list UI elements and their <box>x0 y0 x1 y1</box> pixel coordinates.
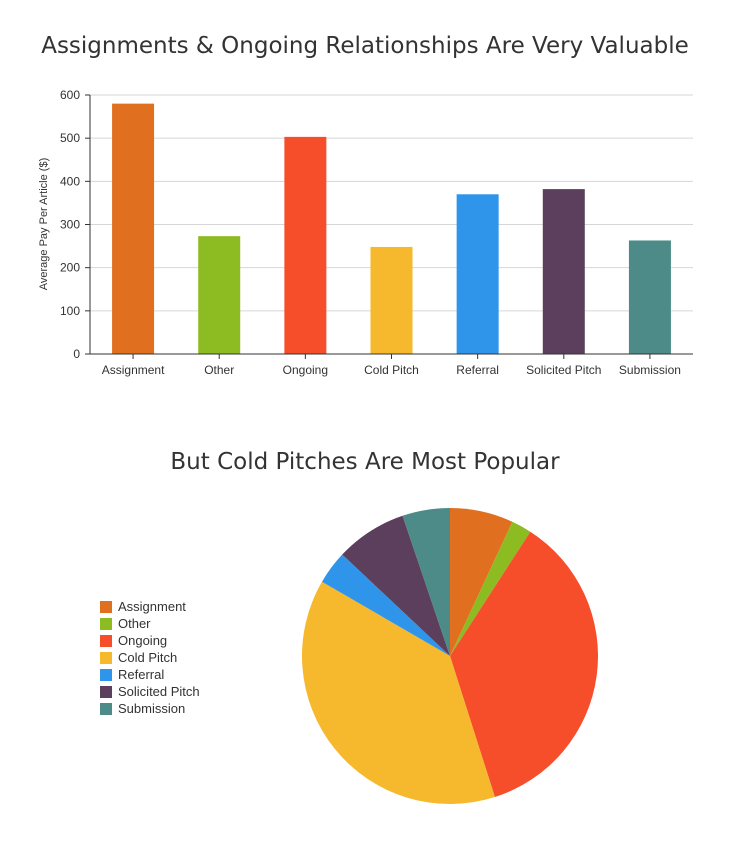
pie-slices <box>301 508 599 805</box>
pie-slice-other <box>450 521 531 656</box>
legend-item: Assignment <box>100 598 200 615</box>
bar-x-tick-label: Assignment <box>102 363 165 377</box>
bar-referral <box>456 194 499 354</box>
bar-x-tick-label: Solicited Pitch <box>526 363 601 377</box>
pie-slice-solicited-pitch <box>342 515 450 656</box>
bar-y-tick-label: 100 <box>60 304 80 318</box>
bar-bars <box>112 103 671 354</box>
pie-slice-assignment <box>450 508 513 656</box>
legend-label: Submission <box>118 701 186 716</box>
bar-x-tick-label: Referral <box>456 363 499 377</box>
pie-slice-submission <box>402 508 450 656</box>
legend-item: Solicited Pitch <box>100 683 200 700</box>
pie-legend: Assignment Other Ongoing Cold Pitch Referral… <box>100 598 200 717</box>
bar-submission <box>628 240 671 354</box>
bar-chart-title: Assignments & Ongoing Relationships Are … <box>41 33 689 59</box>
bar-x-ticks: Assignment Other Ongoing Cold Pitch Referral… <box>102 354 681 377</box>
legend-swatch <box>100 702 112 715</box>
bar-ongoing <box>284 136 327 354</box>
legend-label: Cold Pitch <box>118 650 178 665</box>
bar-chart: 0 100 200 300 400 500 600 Assignment Other Ongoi… <box>38 88 693 377</box>
legend-swatch <box>100 617 112 630</box>
pie-chart-title: But Cold Pitches Are Most Popular <box>170 449 560 475</box>
legend-item: Cold Pitch <box>100 649 200 666</box>
legend-swatch <box>100 685 112 698</box>
bar-solicited-pitch <box>542 189 585 354</box>
bar-assignment <box>112 103 155 354</box>
legend-label: Ongoing <box>118 633 168 648</box>
legend-swatch <box>100 600 112 613</box>
bar-y-ticks: 0 100 200 300 400 500 600 <box>60 88 90 361</box>
bar-y-tick-label: 200 <box>60 261 80 275</box>
legend-item: Ongoing <box>100 632 200 649</box>
bar-y-tick-label: 400 <box>60 174 80 188</box>
bar-x-tick-label: Ongoing <box>283 363 328 377</box>
legend-label: Other <box>118 616 151 631</box>
pie-slice-referral <box>321 554 450 656</box>
legend-swatch <box>100 651 112 664</box>
legend-label: Assignment <box>118 599 186 614</box>
bar-other <box>198 236 241 354</box>
pie-slice-ongoing <box>450 531 599 798</box>
legend-item: Submission <box>100 700 200 717</box>
bar-x-tick-label: Cold Pitch <box>364 363 419 377</box>
legend-swatch <box>100 668 112 681</box>
legend-label: Solicited Pitch <box>118 684 200 699</box>
bar-y-tick-label: 500 <box>60 131 80 145</box>
bar-x-tick-label: Other <box>204 363 234 377</box>
legend-label: Referral <box>118 667 165 682</box>
pie-slice-cold-pitch <box>301 581 495 805</box>
bar-y-axis-label: Average Pay Per Article ($) <box>38 158 50 290</box>
bar-y-tick-label: 300 <box>60 218 80 232</box>
bar-cold-pitch <box>370 246 413 354</box>
bar-x-tick-label: Submission <box>619 363 681 377</box>
legend-item: Referral <box>100 666 200 683</box>
bar-y-tick-label: 600 <box>60 88 80 102</box>
legend-swatch <box>100 634 112 647</box>
legend-item: Other <box>100 615 200 632</box>
bar-y-tick-label: 0 <box>73 347 80 361</box>
